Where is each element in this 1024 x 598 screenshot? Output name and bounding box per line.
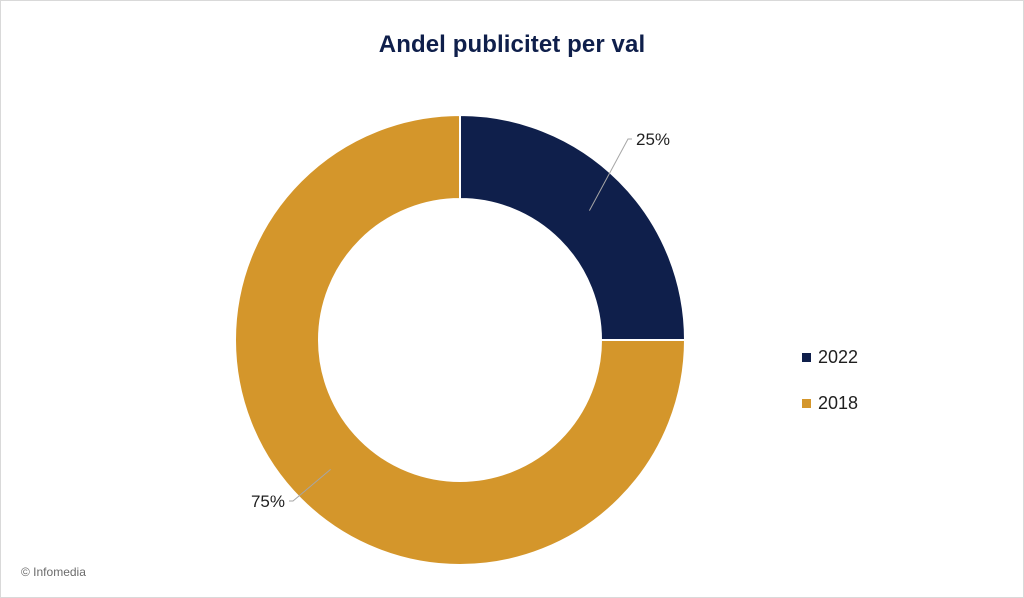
chart-legend: 2022 2018: [802, 334, 858, 426]
chart-title: Andel publicitet per val: [378, 31, 646, 58]
data-label-2022: 25%: [636, 130, 670, 149]
copyright-notice: © Infomedia: [21, 565, 86, 579]
data-labels: 25% 75%: [251, 130, 670, 511]
data-label-2018: 75%: [251, 492, 285, 511]
slice-2022: [459, 113, 687, 341]
legend-swatch-2022: [802, 352, 811, 362]
leader-line-2018: [289, 469, 331, 502]
slice-2018: [234, 113, 687, 566]
leader-line-2022: [588, 138, 632, 211]
legend-item-2018: 2018: [802, 380, 858, 426]
legend-label-2018: 2018: [818, 392, 859, 413]
leader-lines: [289, 138, 632, 502]
legend-item-2022: 2022: [802, 334, 858, 380]
legend-label-2022: 2022: [818, 346, 859, 367]
donut-slices: [234, 113, 687, 566]
legend-swatch-2018: [802, 398, 811, 408]
